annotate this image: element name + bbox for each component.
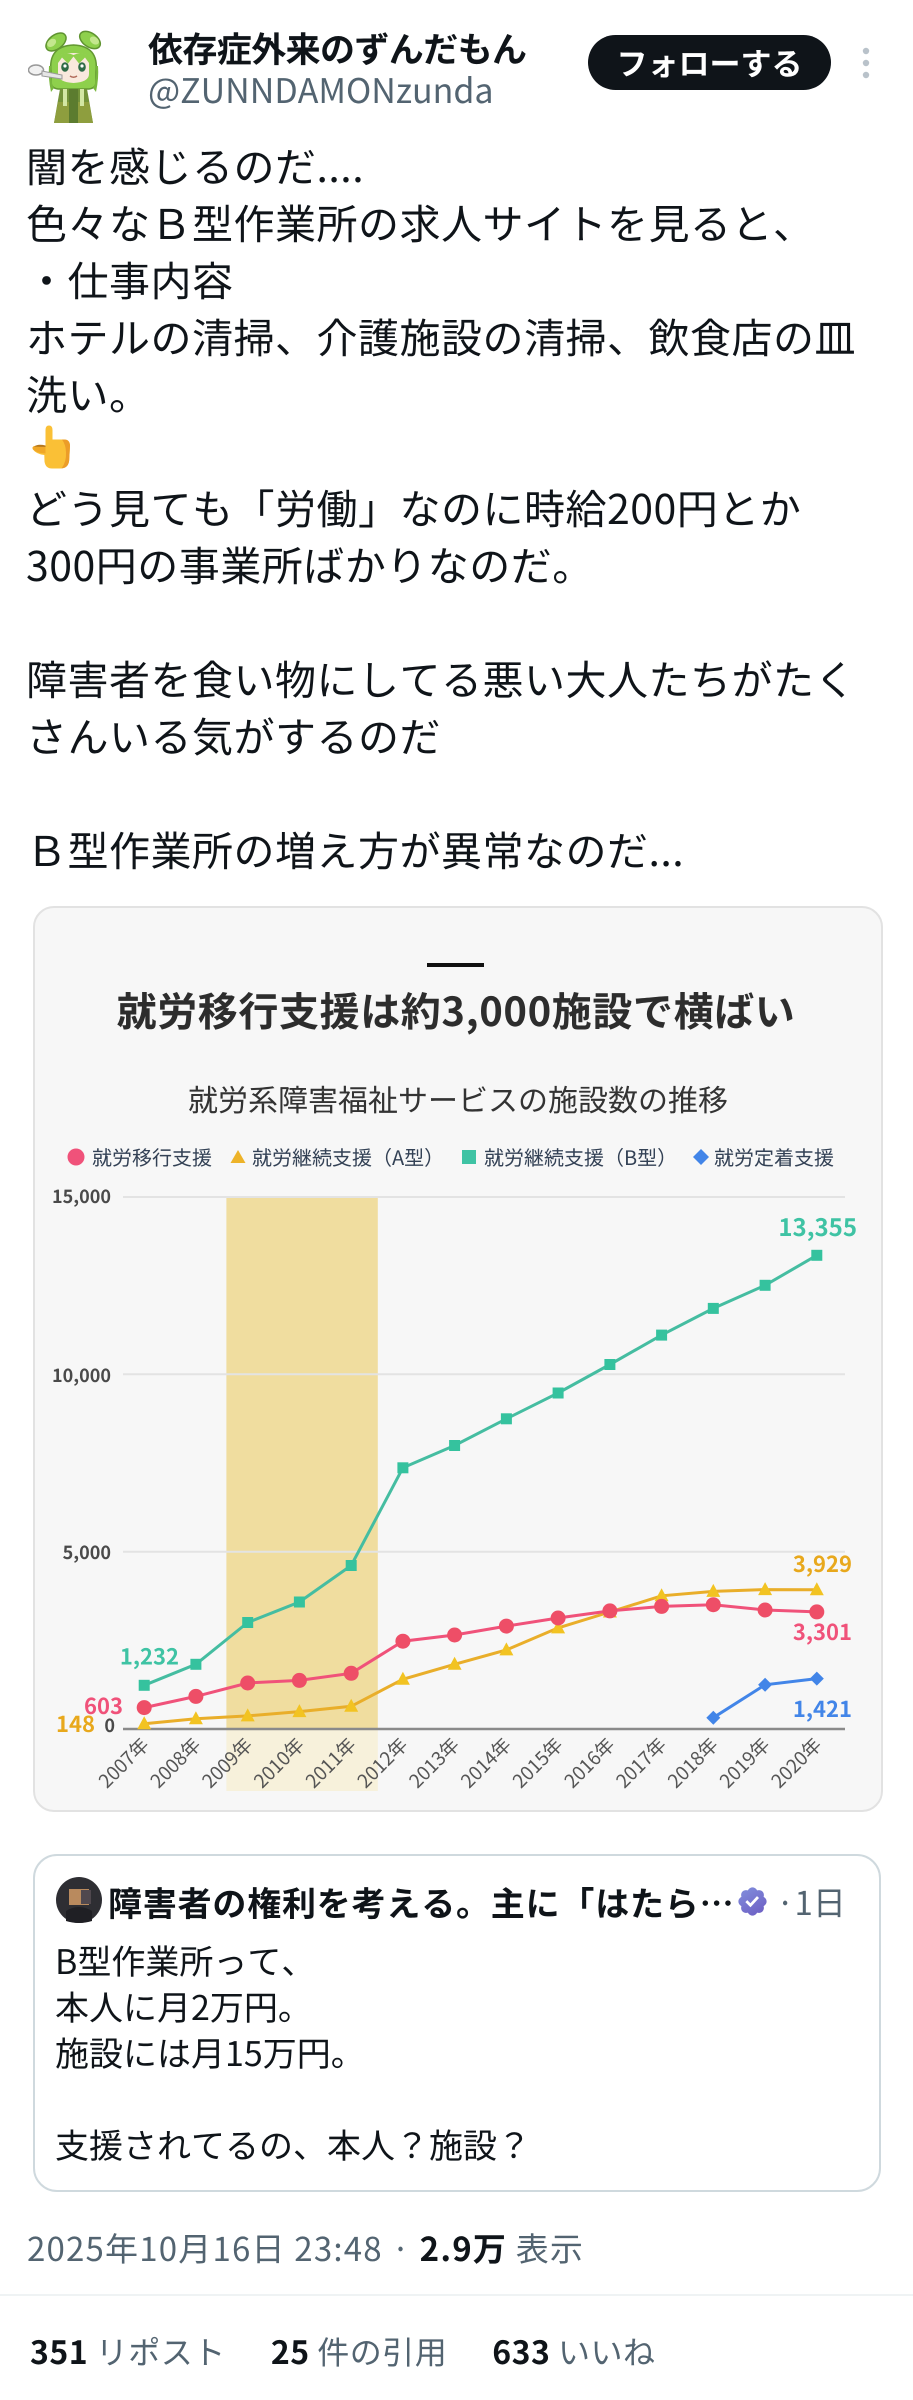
svg-text:就労継続支援（A型）: 就労継続支援（A型） — [252, 1142, 444, 1171]
svg-text:3,929: 3,929 — [793, 1547, 852, 1579]
svg-text:3,301: 3,301 — [793, 1615, 852, 1647]
svg-text:5,000: 5,000 — [63, 1539, 111, 1565]
svg-text:148: 148 — [56, 1707, 95, 1739]
svg-text:就労移行支援: 就労移行支援 — [92, 1142, 212, 1171]
svg-text:0: 0 — [104, 1712, 115, 1738]
svg-text:1,232: 1,232 — [120, 1640, 179, 1672]
svg-text:13,355: 13,355 — [778, 1208, 857, 1243]
svg-text:603: 603 — [84, 1689, 123, 1721]
svg-text:就労継続支援（B型）: 就労継続支援（B型） — [484, 1142, 677, 1171]
svg-text:15,000: 15,000 — [52, 1183, 111, 1209]
svg-text:1,421: 1,421 — [793, 1692, 852, 1724]
svg-text:就労定着支援: 就労定着支援 — [714, 1142, 834, 1171]
svg-text:就労移行支援は約3,000施設で横ばい: 就労移行支援は約3,000施設で横ばい — [117, 980, 796, 1038]
svg-text:就労系障害福祉サービスの施設数の推移: 就労系障害福祉サービスの施設数の推移 — [188, 1076, 728, 1120]
svg-text:10,000: 10,000 — [52, 1362, 111, 1388]
